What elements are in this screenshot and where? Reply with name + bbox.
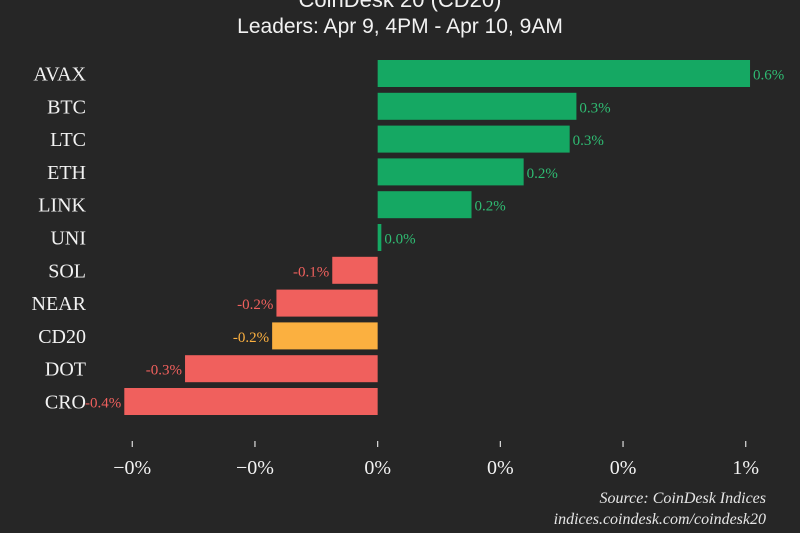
bar-ltc [377,125,570,153]
value-label-cd20: -0.2% [233,330,269,346]
source-url: indices.coindesk.com/coindesk20 [553,511,766,528]
chart-title-block: CoinDesk 20 (CD20) Leaders: Apr 9, 4PM -… [0,0,800,40]
x-tick-label: 0% [487,457,514,479]
bar-link [377,191,472,219]
chart-title: CoinDesk 20 (CD20) [0,0,800,14]
x-tick-label: −0% [113,457,151,479]
category-label-dot: DOT [45,359,86,381]
x-tick-label: 1% [732,457,759,479]
bar-uni [377,224,382,251]
value-label-ltc: 0.3% [573,133,604,149]
value-label-cro: -0.4% [85,396,121,412]
category-label-eth: ETH [47,162,86,184]
value-label-dot: -0.3% [146,363,182,379]
x-tick-label: 0% [610,457,637,479]
value-label-eth: 0.2% [527,166,558,182]
x-tick-label: −0% [236,457,274,479]
value-label-uni: 0.0% [384,232,415,248]
chart-subtitle: Leaders: Apr 9, 4PM - Apr 10, 9AM [237,15,563,38]
bar-btc [377,92,577,120]
value-label-btc: 0.3% [579,100,610,116]
bar-cd20 [272,322,378,350]
value-label-sol: -0.1% [293,264,329,280]
bar-eth [377,158,524,186]
value-label-avax: 0.6% [753,68,784,84]
bar-dot [185,355,378,383]
category-label-cd20: CD20 [38,326,86,348]
source-text: Source: CoinDesk Indices [599,490,766,507]
category-label-uni: UNI [50,228,86,250]
bar-cro [124,388,378,415]
category-label-btc: BTC [47,96,86,118]
value-label-link: 0.2% [475,199,506,215]
bar-sol [332,256,378,284]
bar-near [276,289,378,317]
category-label-near: NEAR [32,293,87,315]
bar-avax [377,60,751,87]
category-label-sol: SOL [48,260,86,282]
value-label-near: -0.2% [237,297,273,313]
category-label-avax: AVAX [33,64,86,86]
x-tick-label: 0% [364,457,391,479]
category-label-cro: CRO [45,392,86,414]
category-label-ltc: LTC [50,129,86,151]
category-label-link: LINK [38,195,86,217]
